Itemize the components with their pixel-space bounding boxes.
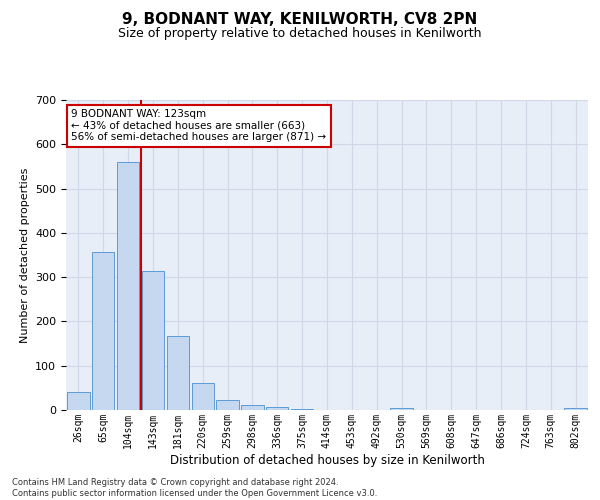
Bar [391,408,413,410]
Text: 9 BODNANT WAY: 123sqm
← 43% of detached houses are smaller (663)
56% of semi-det: 9 BODNANT WAY: 123sqm ← 43% of detached … [71,110,326,142]
Text: Contains HM Land Registry data © Crown copyright and database right 2024.
Contai: Contains HM Land Registry data © Crown c… [12,478,377,498]
Text: Size of property relative to detached houses in Kenilworth: Size of property relative to detached ho… [118,28,482,40]
Bar [117,162,139,410]
Bar [565,408,587,410]
Text: 9, BODNANT WAY, KENILWORTH, CV8 2PN: 9, BODNANT WAY, KENILWORTH, CV8 2PN [122,12,478,28]
Y-axis label: Number of detached properties: Number of detached properties [20,168,29,342]
Bar [142,270,164,410]
Bar [266,407,289,410]
Bar [92,252,115,410]
Bar [191,382,214,410]
Bar [291,408,313,410]
Bar [217,400,239,410]
Bar [67,392,89,410]
X-axis label: Distribution of detached houses by size in Kenilworth: Distribution of detached houses by size … [170,454,484,466]
Bar [241,404,263,410]
Bar [167,336,189,410]
